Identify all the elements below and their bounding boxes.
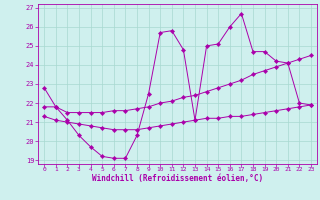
X-axis label: Windchill (Refroidissement éolien,°C): Windchill (Refroidissement éolien,°C) <box>92 174 263 183</box>
